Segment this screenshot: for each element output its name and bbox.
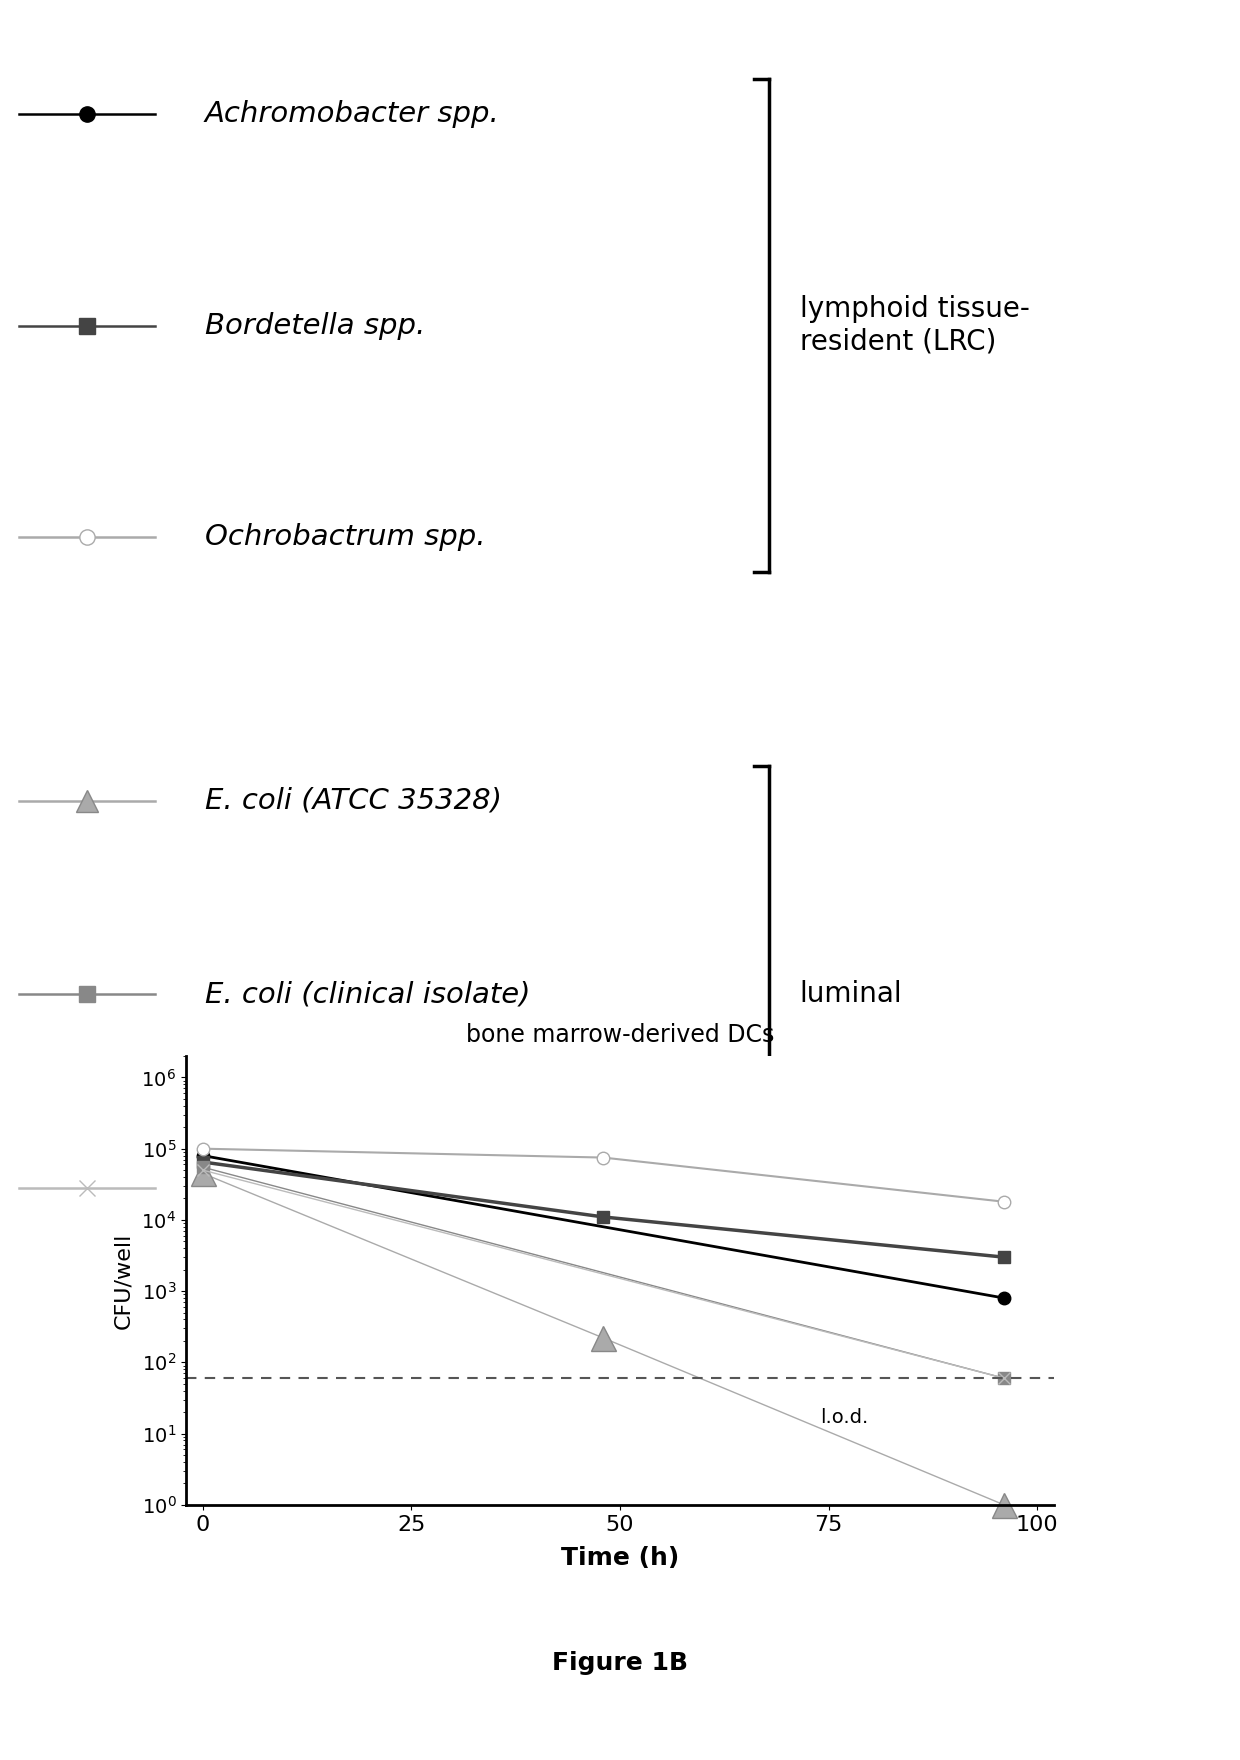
Text: Figure 1B: Figure 1B xyxy=(552,1651,688,1676)
Text: luminal: luminal xyxy=(800,980,903,1008)
Text: Enterobacter cloacae: Enterobacter cloacae xyxy=(205,1174,515,1202)
Text: lymphoid tissue-
resident (LRC): lymphoid tissue- resident (LRC) xyxy=(800,296,1029,356)
Text: E. coli (clinical isolate): E. coli (clinical isolate) xyxy=(205,980,531,1008)
Text: Achromobacter spp.: Achromobacter spp. xyxy=(205,100,500,128)
Title: bone marrow-derived DCs: bone marrow-derived DCs xyxy=(466,1023,774,1047)
Text: E. coli (ATCC 35328): E. coli (ATCC 35328) xyxy=(205,787,502,815)
X-axis label: Time (h): Time (h) xyxy=(560,1545,680,1570)
Y-axis label: CFU/well: CFU/well xyxy=(113,1232,133,1329)
Text: Ochrobactrum spp.: Ochrobactrum spp. xyxy=(205,523,485,551)
Text: Bordetella spp.: Bordetella spp. xyxy=(205,312,425,340)
Text: l.o.d.: l.o.d. xyxy=(821,1408,868,1427)
